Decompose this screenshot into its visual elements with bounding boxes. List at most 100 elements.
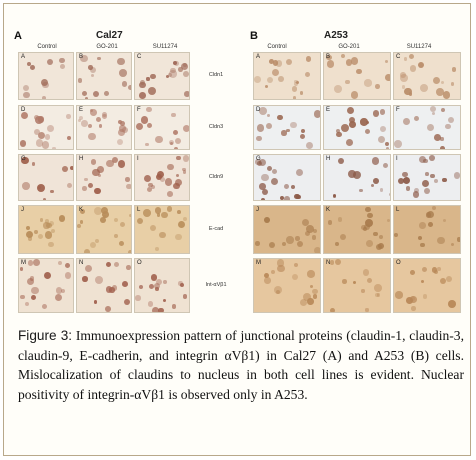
cell-nucleus [172, 129, 178, 136]
tile-letter: C [137, 54, 142, 60]
tile-letter: N [79, 260, 84, 266]
tile-letter: I [137, 156, 139, 162]
cell-nucleus [21, 156, 29, 165]
cell-nucleus [171, 112, 176, 118]
cell-nucleus [304, 71, 311, 78]
cell-nucleus [31, 162, 35, 166]
cell-nucleus [276, 259, 284, 267]
cell-nucleus [329, 307, 336, 312]
cell-nucleus [259, 183, 266, 190]
cell-nucleus [83, 248, 90, 253]
cell-nucleus [170, 67, 176, 74]
cell-nucleus [425, 212, 432, 218]
cell-nucleus [382, 162, 389, 168]
cell-nucleus [126, 265, 131, 270]
cell-nucleus [79, 220, 84, 225]
cell-nucleus [94, 187, 101, 195]
cell-nucleus [50, 228, 56, 234]
cell-nucleus [405, 186, 411, 191]
cell-nucleus [155, 173, 163, 181]
tile-letter: M [21, 260, 26, 266]
cell-nucleus [87, 123, 93, 128]
cell-nucleus [33, 259, 40, 266]
cell-nucleus [106, 159, 114, 168]
cell-nucleus [326, 60, 335, 68]
cell-nucleus [332, 193, 336, 198]
cell-nucleus [179, 282, 184, 287]
cell-nucleus [284, 196, 290, 200]
cell-nucleus [34, 128, 41, 135]
cell-nucleus [435, 87, 444, 96]
cell-nucleus [162, 298, 167, 303]
cell-nucleus [264, 273, 270, 279]
cell-nucleus [385, 60, 389, 64]
cell-nucleus [27, 236, 33, 242]
cell-nucleus [114, 233, 119, 238]
cell-nucleus [167, 163, 174, 171]
cell-nucleus [175, 138, 182, 145]
cell-nucleus [378, 235, 383, 240]
cell-nucleus [346, 138, 354, 146]
cell-nucleus [431, 267, 437, 273]
row-label: Cldn9 [208, 173, 224, 180]
tile-letter: H [326, 156, 331, 162]
cell-nucleus [173, 182, 180, 189]
cell-nucleus [443, 219, 447, 223]
cell-nucleus [352, 280, 356, 284]
cell-nucleus [336, 129, 341, 134]
cell-nucleus [98, 173, 102, 177]
cell-nucleus [366, 120, 370, 124]
micrograph-tile: L [393, 205, 461, 254]
cell-nucleus [456, 237, 460, 242]
cell-nucleus [294, 81, 298, 86]
cell-nucleus [270, 177, 278, 185]
cell-nucleus [31, 295, 37, 301]
cell-nucleus [20, 294, 25, 300]
cell-nucleus [55, 287, 63, 294]
cell-nucleus [269, 59, 275, 64]
cell-nucleus [150, 224, 157, 231]
cell-nucleus [336, 131, 342, 138]
cell-nucleus [46, 124, 54, 132]
cell-nucleus [22, 85, 29, 92]
cell-nucleus [413, 115, 419, 121]
cell-nucleus [23, 91, 30, 99]
cell-nucleus [433, 178, 438, 183]
cell-nucleus [309, 285, 314, 289]
cell-nucleus [342, 279, 347, 284]
micrograph-tile: B [323, 52, 391, 100]
cell-nucleus [25, 225, 30, 230]
cell-nucleus [65, 262, 71, 269]
cell-nucleus [272, 168, 278, 174]
tile-letter: E [79, 107, 84, 113]
cell-nucleus [127, 249, 131, 253]
cell-nucleus [135, 122, 144, 131]
cell-nucleus [371, 156, 380, 165]
tile-letter: G [256, 156, 261, 162]
tile-letter: O [396, 260, 401, 266]
cell-nucleus [117, 58, 125, 66]
cell-nucleus [117, 128, 125, 136]
cell-nucleus [29, 276, 34, 281]
cell-nucleus [424, 187, 431, 194]
cell-nucleus [62, 166, 68, 172]
cell-nucleus [440, 80, 444, 84]
cell-nucleus [94, 206, 103, 215]
cell-nucleus [144, 174, 152, 183]
cell-nucleus [364, 129, 370, 135]
cell-nucleus [255, 241, 260, 247]
cell-nucleus [363, 269, 370, 276]
cell-nucleus [89, 67, 96, 74]
tile-letter: J [256, 207, 259, 213]
cell-nucleus [313, 110, 320, 118]
cell-nucleus [27, 277, 35, 286]
cell-nucleus [290, 184, 295, 189]
micrograph-tile: E [323, 105, 391, 150]
micrograph-tile: G [253, 154, 321, 201]
panel-b-col-su11274: SU11274 [406, 44, 432, 50]
cell-nucleus [173, 146, 178, 149]
cell-nucleus [256, 135, 262, 141]
micrograph-tile: I [134, 154, 190, 201]
cell-nucleus [421, 266, 428, 273]
cell-nucleus [313, 228, 318, 233]
